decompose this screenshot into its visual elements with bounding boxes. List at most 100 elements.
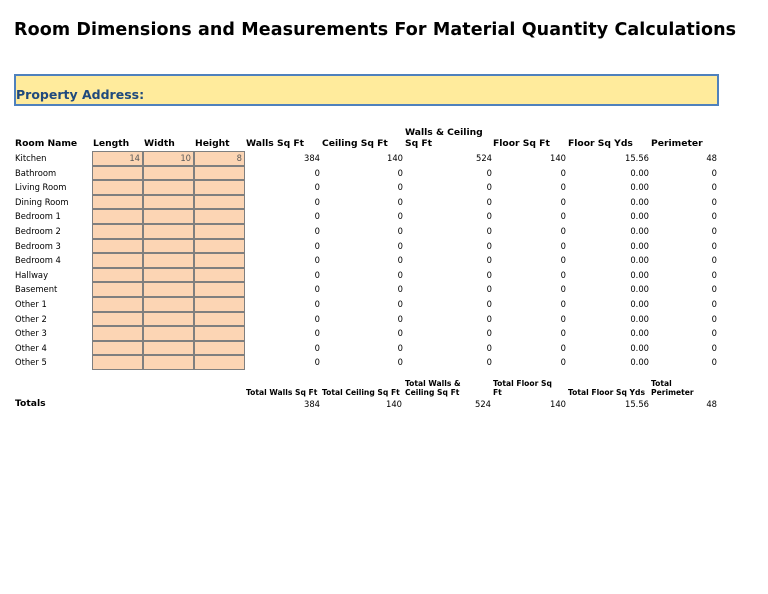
total-perimeter-header-line2: Perimeter bbox=[651, 388, 694, 397]
ceiling-cell: 0 bbox=[397, 342, 403, 353]
height-input[interactable] bbox=[194, 297, 245, 312]
width-input[interactable]: 10 bbox=[143, 151, 194, 166]
perim-cell: 0 bbox=[711, 269, 717, 280]
room-name-cell: Hallway bbox=[15, 269, 49, 280]
length-input[interactable] bbox=[92, 238, 143, 254]
length-input[interactable] bbox=[92, 253, 143, 268]
perim-cell: 0 bbox=[711, 284, 717, 295]
width-input[interactable] bbox=[143, 224, 194, 239]
height-input[interactable] bbox=[194, 282, 245, 297]
height-input[interactable] bbox=[194, 209, 245, 224]
table-row: Bedroom 1 0 0 0 0 0.00 0 bbox=[0, 209, 768, 224]
perim-cell: 0 bbox=[711, 255, 717, 266]
length-input[interactable] bbox=[92, 180, 143, 195]
height-input[interactable] bbox=[194, 238, 245, 254]
height-input[interactable] bbox=[194, 326, 245, 341]
length-input[interactable]: 14 bbox=[92, 151, 143, 166]
header-perimeter: Perimeter bbox=[651, 138, 703, 149]
width-input[interactable] bbox=[143, 194, 194, 210]
length-input[interactable] bbox=[92, 224, 143, 239]
height-input[interactable] bbox=[194, 165, 245, 181]
floor-cell: 0 bbox=[560, 284, 566, 295]
room-name-cell: Basement bbox=[15, 284, 58, 295]
length-input[interactable] bbox=[92, 340, 143, 356]
floor-cell: 0 bbox=[560, 196, 566, 207]
length-input[interactable] bbox=[92, 326, 143, 341]
room-name-cell: Other 2 bbox=[15, 313, 47, 324]
total-sqyds-header: Total Floor Sq Yds bbox=[568, 388, 646, 397]
length-input[interactable] bbox=[92, 355, 143, 370]
ceiling-cell: 0 bbox=[397, 328, 403, 339]
table-row: Kitchen 14 10 8 384 140 524 140 15.56 48 bbox=[0, 151, 768, 166]
width-input[interactable] bbox=[143, 165, 194, 181]
length-input[interactable] bbox=[92, 297, 143, 312]
floor-cell: 0 bbox=[560, 299, 566, 309]
width-input[interactable] bbox=[143, 297, 194, 312]
width-input[interactable] bbox=[143, 355, 194, 370]
total-wc-header-line2: Ceiling Sq Ft bbox=[405, 388, 460, 397]
width-input[interactable] bbox=[143, 267, 194, 283]
table-row: Other 5 0 0 0 0 0.00 0 bbox=[0, 355, 768, 370]
height-input[interactable]: 8 bbox=[194, 151, 245, 166]
property-address-field[interactable]: Property Address: bbox=[14, 74, 719, 106]
length-input[interactable] bbox=[92, 311, 143, 327]
header-walls-sqft: Walls Sq Ft bbox=[246, 138, 305, 149]
width-input[interactable] bbox=[143, 311, 194, 327]
table-row: Other 2 0 0 0 0 0.00 0 bbox=[0, 311, 768, 327]
room-name-cell: Other 3 bbox=[15, 328, 47, 339]
walls-cell: 0 bbox=[314, 313, 320, 324]
perim-cell: 0 bbox=[711, 342, 717, 353]
perim-cell: 0 bbox=[711, 357, 717, 368]
length-input[interactable] bbox=[92, 267, 143, 283]
floor-cell: 0 bbox=[560, 167, 566, 178]
height-input[interactable] bbox=[194, 180, 245, 195]
height-input[interactable] bbox=[194, 355, 245, 370]
table-row: Bedroom 4 0 0 0 0 0.00 0 bbox=[0, 253, 768, 268]
perim-cell: 0 bbox=[711, 328, 717, 339]
height-input[interactable] bbox=[194, 253, 245, 268]
yds-cell: 0.00 bbox=[630, 240, 649, 251]
yds-cell: 0.00 bbox=[630, 313, 649, 324]
walls-cell: 0 bbox=[314, 342, 320, 353]
width-input[interactable] bbox=[143, 180, 194, 195]
height-input[interactable] bbox=[194, 224, 245, 239]
width-input[interactable] bbox=[143, 209, 194, 224]
length-input[interactable] bbox=[92, 165, 143, 181]
walls-cell: 0 bbox=[314, 299, 320, 309]
wc-cell: 0 bbox=[486, 211, 492, 222]
height-input[interactable] bbox=[194, 194, 245, 210]
floor-cell: 0 bbox=[560, 313, 566, 324]
length-input[interactable] bbox=[92, 194, 143, 210]
width-input[interactable] bbox=[143, 340, 194, 356]
height-input[interactable] bbox=[194, 267, 245, 283]
header-floor-sqyds: Floor Sq Yds bbox=[568, 138, 633, 149]
yds-cell: 15.56 bbox=[625, 153, 649, 163]
width-input[interactable] bbox=[143, 238, 194, 254]
room-name-cell: Bedroom 2 bbox=[15, 226, 61, 236]
table-row: Basement 0 0 0 0 0.00 0 bbox=[0, 282, 768, 297]
ceiling-cell: 0 bbox=[397, 284, 403, 295]
ceiling-cell: 0 bbox=[397, 240, 403, 251]
width-input[interactable] bbox=[143, 282, 194, 297]
width-input[interactable] bbox=[143, 326, 194, 341]
perim-cell: 0 bbox=[711, 240, 717, 251]
walls-cell: 0 bbox=[314, 255, 320, 266]
table-row: Hallway 0 0 0 0 0.00 0 bbox=[0, 267, 768, 283]
width-input[interactable] bbox=[143, 253, 194, 268]
room-name-cell: Other 5 bbox=[15, 357, 47, 368]
height-input[interactable] bbox=[194, 311, 245, 327]
table-row: Living Room 0 0 0 0 0.00 0 bbox=[0, 180, 768, 195]
room-name-cell: Other 1 bbox=[15, 299, 47, 309]
height-input[interactable] bbox=[194, 340, 245, 356]
table-row: Bathroom 0 0 0 0 0.00 0 bbox=[0, 165, 768, 181]
wc-cell: 0 bbox=[486, 313, 492, 324]
ceiling-cell: 0 bbox=[397, 196, 403, 207]
wc-cell: 0 bbox=[486, 328, 492, 339]
total-sqyds-value: 15.56 bbox=[625, 399, 649, 409]
length-input[interactable] bbox=[92, 209, 143, 224]
length-input[interactable] bbox=[92, 282, 143, 297]
total-perimeter-value: 48 bbox=[706, 399, 717, 409]
total-wc-header-line1: Total Walls & bbox=[405, 379, 461, 388]
table-row: Other 4 0 0 0 0 0.00 0 bbox=[0, 340, 768, 356]
yds-cell: 0.00 bbox=[630, 328, 649, 339]
